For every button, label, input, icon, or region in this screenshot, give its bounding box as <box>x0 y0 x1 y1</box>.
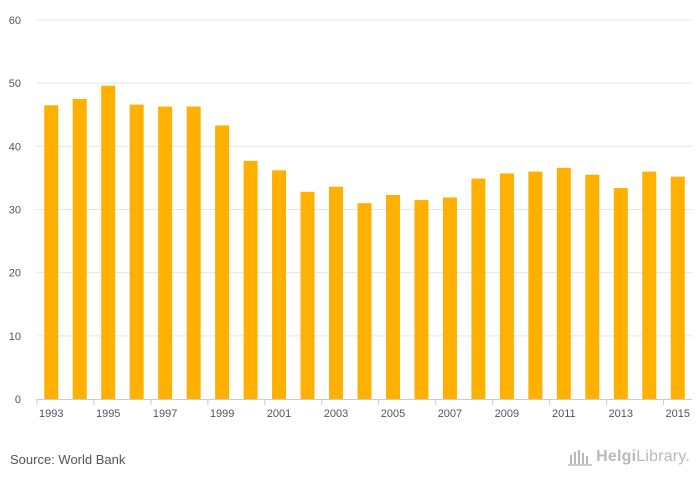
x-tick-label: 1999 <box>210 408 234 420</box>
x-tick-label: 2001 <box>267 408 291 420</box>
x-tick-label: 2003 <box>324 408 348 420</box>
x-tick-label: 2005 <box>381 408 405 420</box>
y-tick-label: 30 <box>9 205 21 217</box>
bar <box>101 85 116 400</box>
bar <box>471 178 486 399</box>
library-building-icon <box>568 450 593 466</box>
y-tick-label: 50 <box>9 78 21 90</box>
bar <box>556 167 571 399</box>
bar <box>243 160 258 399</box>
bar <box>72 98 87 399</box>
bar <box>129 104 144 399</box>
x-tick-label: 2007 <box>438 408 462 420</box>
y-axis-ticks: 0 10 20 30 40 50 60 <box>9 15 21 406</box>
bar <box>442 197 457 399</box>
bar <box>215 125 230 399</box>
bar <box>642 171 657 399</box>
bar <box>613 188 628 399</box>
bar <box>186 106 201 399</box>
source-label: Source: World Bank <box>10 452 126 467</box>
bar <box>499 173 514 399</box>
x-tick-label: 1997 <box>153 408 177 420</box>
y-tick-label: 20 <box>9 268 21 280</box>
bar <box>44 105 59 400</box>
bar-chart: 0 10 20 30 40 50 60 1993 1995 1997 1999 2001 2003 20… <box>9 15 692 420</box>
x-tick-label: 1995 <box>96 408 120 420</box>
x-tick-label: 1993 <box>39 408 63 420</box>
bar <box>329 186 344 399</box>
chart-footer: Source: World Bank HelgiLibrary. <box>0 436 700 483</box>
x-axis: 1993 1995 1997 1999 2001 2003 2005 2007 2009 2011… <box>36 399 692 420</box>
bar <box>272 170 287 399</box>
x-tick-label: 2015 <box>666 408 690 420</box>
y-tick-label: 40 <box>9 141 21 153</box>
x-tick-label: 2013 <box>609 408 633 420</box>
logo-text: HelgiLibrary. <box>596 448 690 465</box>
helgi-library-logo: HelgiLibrary. <box>567 448 690 466</box>
bar <box>357 203 372 399</box>
y-tick-label: 60 <box>9 15 21 27</box>
bar <box>670 176 685 399</box>
y-tick-label: 10 <box>9 331 21 343</box>
bar <box>158 106 173 399</box>
bar <box>585 174 600 399</box>
x-tick-label: 2011 <box>552 408 576 420</box>
x-tick-label: 2009 <box>495 408 519 420</box>
bar <box>414 200 429 399</box>
bar <box>385 194 400 399</box>
bars <box>44 85 685 400</box>
bar <box>528 171 543 399</box>
bar <box>300 191 315 399</box>
y-tick-label: 0 <box>15 394 21 406</box>
